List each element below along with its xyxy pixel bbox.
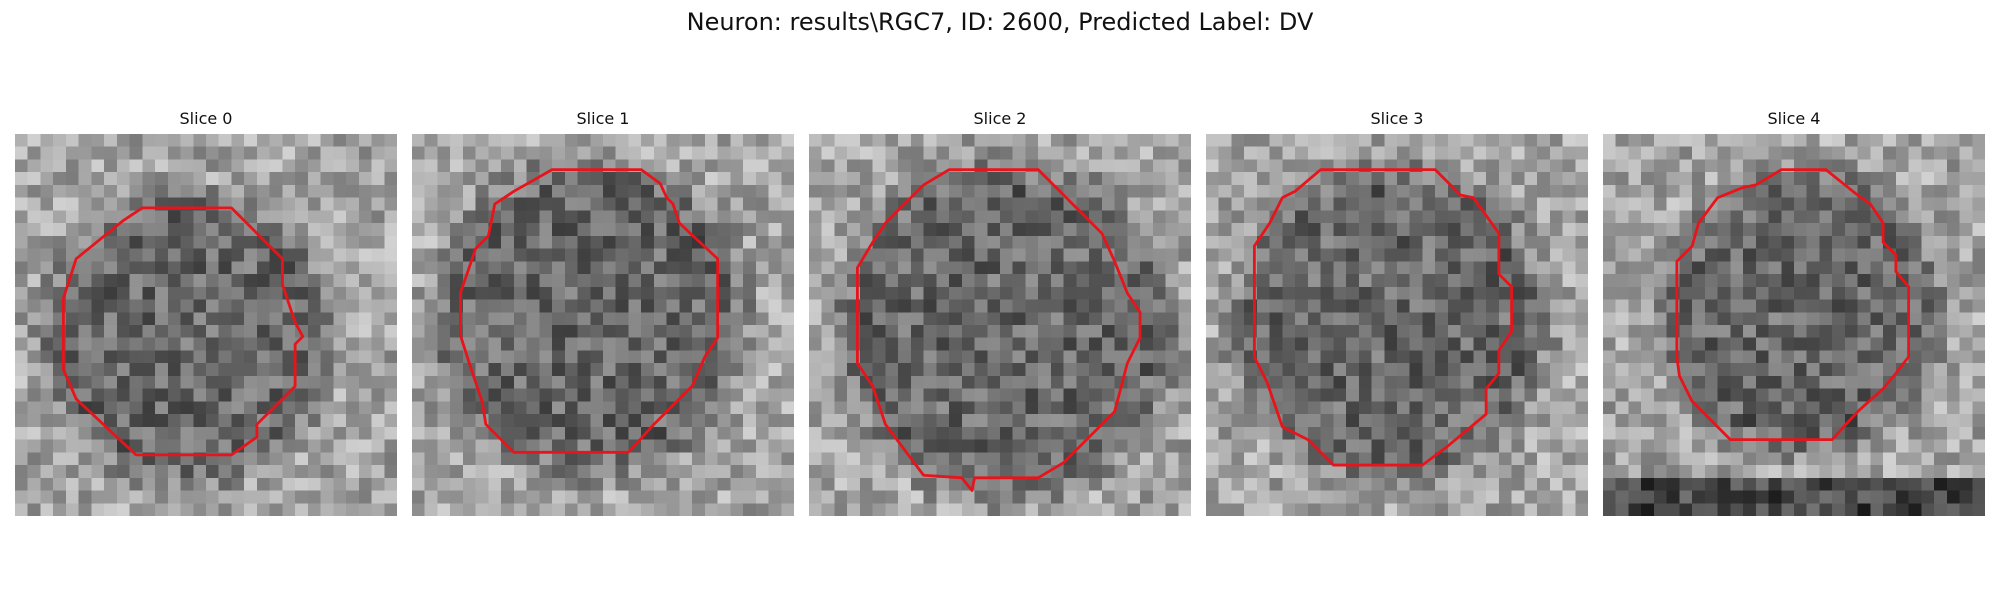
slice-title: Slice 0: [179, 109, 233, 128]
neuron-contour: [1675, 168, 1911, 442]
slice-panel-2: Slice 2: [809, 108, 1191, 516]
slice-image: [809, 134, 1191, 516]
neuron-contour: [1252, 168, 1514, 467]
figure-title: Neuron: results\RGC7, ID: 2600, Predicte…: [686, 8, 1314, 36]
slice-title: Slice 2: [973, 109, 1027, 128]
slice-title: Slice 3: [1370, 109, 1424, 128]
neuron-contour: [855, 168, 1142, 492]
slice-panel-1: Slice 1: [412, 108, 794, 516]
slice-image: [15, 134, 397, 516]
neuron-contour: [61, 206, 305, 457]
slice-title: Slice 1: [576, 109, 630, 128]
slice-panel-3: Slice 3: [1206, 108, 1588, 516]
slice-title: Slice 4: [1767, 109, 1821, 128]
slice-panel-4: Slice 4: [1603, 108, 1985, 516]
slice-image: [1603, 134, 1985, 516]
slice-panel-0: Slice 0: [15, 108, 397, 516]
neuron-contour: [458, 168, 720, 454]
slice-image: [1206, 134, 1588, 516]
